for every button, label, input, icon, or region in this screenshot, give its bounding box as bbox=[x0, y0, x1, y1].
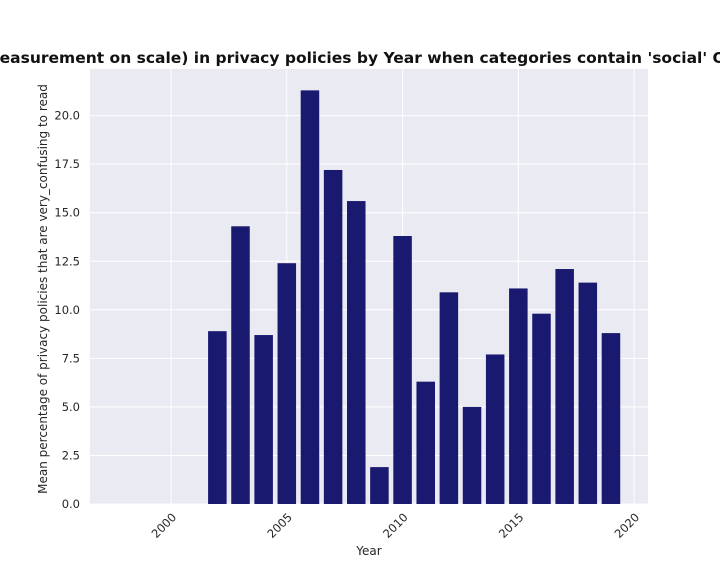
bar-2016 bbox=[532, 313, 551, 504]
bar-2008 bbox=[347, 201, 366, 504]
bars bbox=[208, 90, 621, 505]
x-tick-labels: 2000 2005 2010 2015 2020 bbox=[149, 510, 643, 541]
y-tick-label: 17.5 bbox=[54, 157, 80, 171]
bar-2004 bbox=[254, 335, 273, 504]
bar-2013 bbox=[462, 406, 482, 504]
y-tick-labels: 0.0 2.5 5.0 7.5 10.0 12.5 15.0 17.5 20.0 bbox=[54, 109, 80, 511]
y-tick-label: 20.0 bbox=[54, 109, 80, 123]
y-tick-label: 0.0 bbox=[62, 497, 80, 511]
bar-2012 bbox=[439, 292, 459, 504]
bar-2009 bbox=[370, 467, 389, 504]
y-tick-label: 12.5 bbox=[54, 254, 80, 268]
x-tick-label: 2005 bbox=[264, 510, 295, 541]
y-tick-label: 2.5 bbox=[62, 448, 80, 462]
x-tick-label: 2015 bbox=[496, 510, 527, 541]
chart-title: cult measurement on scale) in privacy po… bbox=[0, 49, 720, 67]
bar-2015 bbox=[509, 288, 528, 504]
bar-2018 bbox=[578, 282, 598, 504]
y-tick-label: 5.0 bbox=[62, 400, 80, 414]
x-tick-label: 2020 bbox=[612, 510, 643, 541]
bar-2017 bbox=[555, 269, 574, 504]
y-tick-label: 15.0 bbox=[54, 206, 80, 220]
x-tick-label: 2000 bbox=[149, 510, 180, 541]
y-axis-label: Mean percentage of privacy policies that… bbox=[36, 84, 50, 494]
bar-2003 bbox=[231, 226, 250, 504]
bar-2006 bbox=[300, 90, 320, 505]
bar-2011 bbox=[416, 381, 435, 504]
y-tick-label: 7.5 bbox=[62, 351, 80, 365]
plot-background bbox=[90, 69, 648, 504]
bar-2019 bbox=[601, 333, 621, 504]
x-axis-label: Year bbox=[355, 544, 381, 558]
x-tick-label: 2010 bbox=[380, 510, 411, 541]
bar-2005 bbox=[277, 263, 297, 504]
bar-2007 bbox=[323, 169, 343, 504]
bar-2002 bbox=[208, 331, 227, 504]
bar-2014 bbox=[485, 354, 505, 504]
bar-2010 bbox=[393, 236, 412, 505]
y-tick-label: 10.0 bbox=[54, 303, 80, 317]
